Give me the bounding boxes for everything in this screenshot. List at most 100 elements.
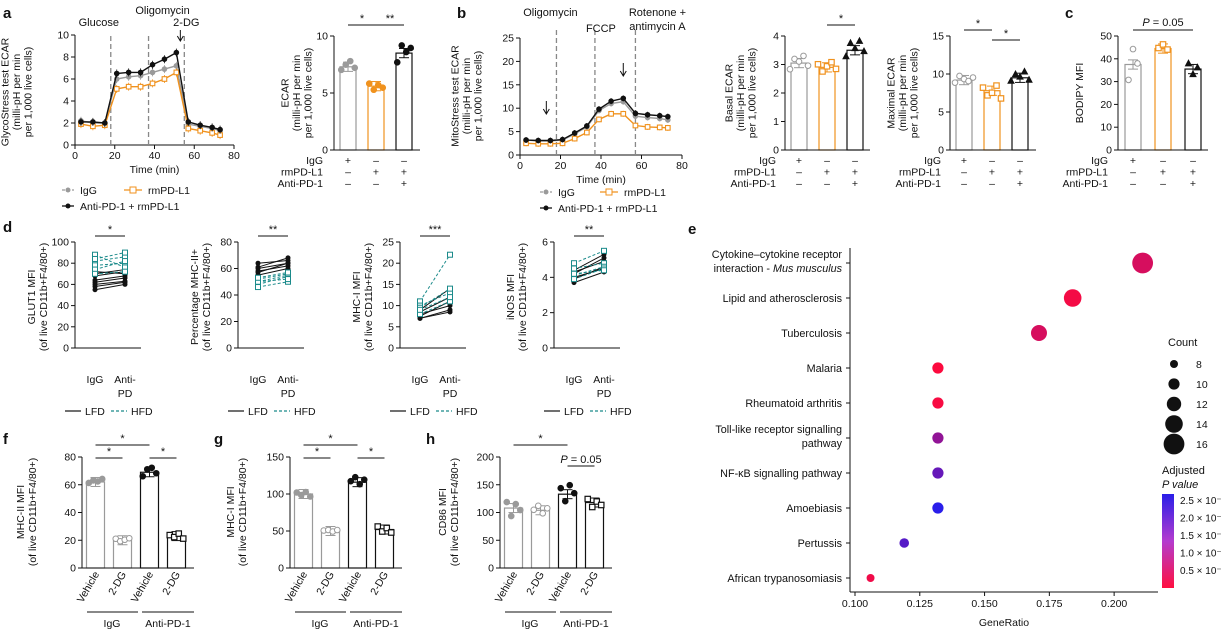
f-bar-y-tick-label: 20: [64, 535, 76, 547]
h-bar-point: [539, 509, 547, 517]
b-max-treatment-mark: –: [961, 167, 967, 179]
d-mhcii-y-label: Percentage MHC-II+: [189, 249, 201, 345]
d-mhci-y-label: (of live CD11b+F4/80+): [363, 243, 375, 351]
b-time-y-tick-label: 15: [502, 79, 514, 91]
b-max-treatment-mark: +: [961, 155, 967, 167]
b-basal-treatment-label: Anti-PD-1: [730, 178, 776, 190]
e-pathway-dot: [932, 397, 944, 409]
g-bar-point: [360, 476, 368, 483]
b-max-y-tick-label: 0: [938, 145, 944, 157]
c-bar-point: [1129, 45, 1137, 53]
a-time-x-tick-label: 0: [72, 150, 78, 162]
g-bar-y-label: MHC-I MFI: [225, 486, 237, 537]
b-time-x-tick-label: 40: [595, 160, 607, 172]
d-glut1-x-tick-label: PD: [118, 388, 133, 400]
g-bar-bar: [347, 481, 368, 569]
h-bar-point: [516, 506, 524, 514]
d-mhcii-hfd-line: [257, 271, 289, 279]
e-pathway-label: Malaria: [807, 363, 842, 375]
d-inos-y-label: iNOS MFI: [505, 274, 517, 320]
g-bar-y-label: (of live CD11b+F4/80+): [237, 458, 249, 566]
b-time-x-tick-label: 20: [555, 160, 567, 172]
b-max-point: [965, 77, 972, 85]
a-time-x-tick-label: 80: [228, 150, 240, 162]
a-series-point: [217, 126, 223, 133]
b-series-point: [644, 111, 651, 118]
d-mhci-hfd-point: [417, 306, 423, 313]
a-time-y-tick-label: 2: [63, 118, 69, 130]
h-bar-y-tick-label: 50: [482, 535, 494, 547]
h-bar-group-label: IgG: [522, 618, 539, 630]
h-bar-bar: [584, 501, 605, 569]
b-max-treatment-mark: +: [989, 167, 995, 179]
c-bar-treatment-mark: –: [1130, 167, 1136, 179]
b-time-x-tick-label: 80: [676, 160, 688, 172]
c-bar-y-tick-label: 50: [1100, 31, 1112, 43]
c-bar-y-label: BODIPY MFI: [1074, 63, 1086, 123]
e-pathway-dot: [932, 467, 944, 479]
a-series-point: [185, 119, 192, 125]
b-max-treatment-mark: –: [989, 155, 995, 167]
d-inos-hfd-point: [601, 247, 607, 254]
e-p-legend-label: 2.0 × 10⁻⁷: [1180, 514, 1222, 525]
a-series-point: [149, 69, 156, 76]
d-glut1-y-label: GLUT1 MFI: [26, 270, 38, 325]
h-bar-significance-label: P = 0.05: [560, 454, 601, 466]
a-annotation-oligomycin: Oligomycin: [135, 5, 189, 17]
a-bar-point: [393, 59, 401, 66]
a-series-point: [125, 69, 132, 76]
d-mhci-lfd-line: [419, 311, 451, 319]
a-time-y-tick-label: 10: [57, 30, 69, 42]
a-bar-y-label: ECAR: [280, 78, 292, 108]
a-time-y-label: GlycoStress test ECAR: [0, 37, 12, 146]
c-bar-treatment-label: Anti-PD-1: [1062, 178, 1108, 190]
d-inos-x-tick-label: PD: [597, 388, 612, 400]
b-basal-treatment-mark: +: [796, 155, 802, 167]
b-series-point: [571, 135, 578, 142]
e-pathway-label: interaction - Mus musculus: [714, 263, 843, 275]
b-basal-point: [846, 38, 855, 46]
f-bar-y-label: (of live CD11b+F4/80+): [27, 458, 39, 566]
b-series-point: [620, 95, 627, 102]
h-bar-significance-label: *: [538, 433, 543, 445]
g-bar-x-tick-label: Vehicle: [283, 569, 310, 604]
b-max-point: [951, 79, 959, 86]
b-basal-bar: [790, 62, 808, 151]
d-inos-hfd-line: [573, 250, 605, 264]
b-max-significance-label: *: [1004, 28, 1009, 40]
a-bar-treatment-mark: +: [401, 178, 407, 190]
h-bar-point: [593, 498, 601, 505]
b-max-y-label: (milli-pH per min: [897, 55, 909, 132]
b-annotation-antimycin: antimycin A: [629, 21, 686, 33]
d-inos-x-tick-label: Anti-: [593, 374, 615, 386]
c-bar-treatment-mark: +: [1190, 178, 1196, 190]
h-bar-point: [584, 495, 592, 503]
d-mhci-hfd-point: [447, 251, 453, 258]
b-time-x-label: Time (min): [576, 174, 626, 186]
e-x-tick-label: 0.150: [971, 598, 997, 610]
d-mhcii-lfd-point: [255, 269, 261, 275]
d-mhcii-significance-label: **: [269, 224, 278, 236]
a-annotation-2dg: 2-DG: [173, 17, 199, 29]
a-bar-point: [407, 44, 415, 52]
d-inos-legend-label: LFD: [564, 406, 584, 418]
d-inos-legend-label: HFD: [610, 406, 632, 418]
d-mhcii-y-tick-label: 20: [220, 316, 232, 328]
a-bar-significance-label: *: [360, 13, 365, 25]
a-bar-bar: [395, 52, 413, 151]
c-bar-point: [1134, 60, 1141, 67]
a-legend-label: IgG: [80, 185, 97, 197]
b-max-y-tick-label: 10: [932, 69, 944, 81]
b-series-point: [596, 106, 602, 112]
a-series-point: [125, 83, 132, 90]
a-bar-treatment-mark: +: [373, 167, 379, 179]
b-basal-y-label: (milli-pH per min: [735, 55, 747, 132]
g-bar-point: [333, 526, 341, 534]
e-pathway-label: Cytokine–cytokine receptor: [712, 249, 843, 261]
a-bar-y-label: per 1,000 live cells): [303, 48, 315, 138]
d-inos-x-tick-label: IgG: [566, 374, 583, 386]
b-max-point: [988, 89, 996, 97]
g-bar-significance-label: *: [328, 433, 333, 445]
b-basal-y-label: per 1,000 live cells): [747, 48, 759, 138]
